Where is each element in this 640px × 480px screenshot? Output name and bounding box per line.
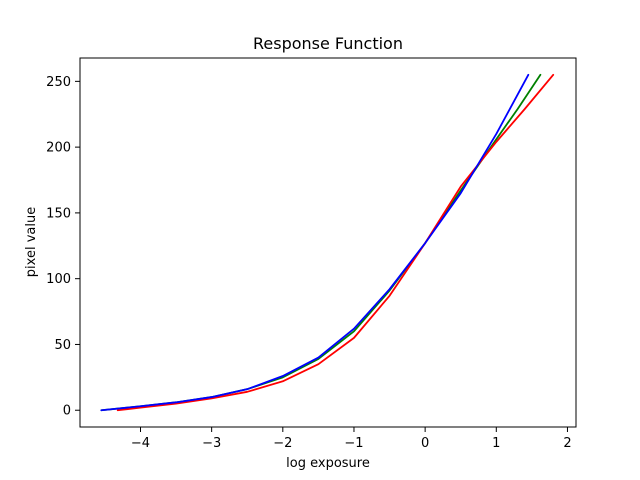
y-tick-label: 150 — [46, 206, 71, 221]
chart-title: Response Function — [253, 34, 403, 53]
y-tick-label: 200 — [46, 141, 71, 156]
x-tick-label: 2 — [563, 436, 571, 451]
x-axis-ticks: −4 −3 −2 −1 0 1 2 — [131, 427, 572, 451]
plot-frame — [79, 57, 577, 428]
series-line-2 — [100, 73, 530, 412]
y-tick-label: 0 — [63, 404, 71, 419]
series-layer — [100, 73, 555, 412]
x-tick-label: −4 — [131, 436, 150, 451]
y-tick-label: 50 — [54, 338, 71, 353]
x-axis-label: log exposure — [286, 456, 370, 471]
series-line-0 — [100, 73, 542, 412]
x-tick-label: −1 — [344, 436, 363, 451]
y-axis-ticks: 0 50 100 150 200 250 — [46, 75, 80, 419]
x-tick-label: 0 — [421, 436, 429, 451]
x-tick-label: −3 — [202, 436, 221, 451]
y-tick-label: 100 — [46, 272, 71, 287]
series-line-1 — [116, 73, 555, 412]
x-tick-label: −2 — [273, 436, 292, 451]
x-tick-label: 1 — [492, 436, 500, 451]
y-tick-label: 250 — [46, 75, 71, 90]
y-axis-label: pixel value — [24, 207, 39, 277]
